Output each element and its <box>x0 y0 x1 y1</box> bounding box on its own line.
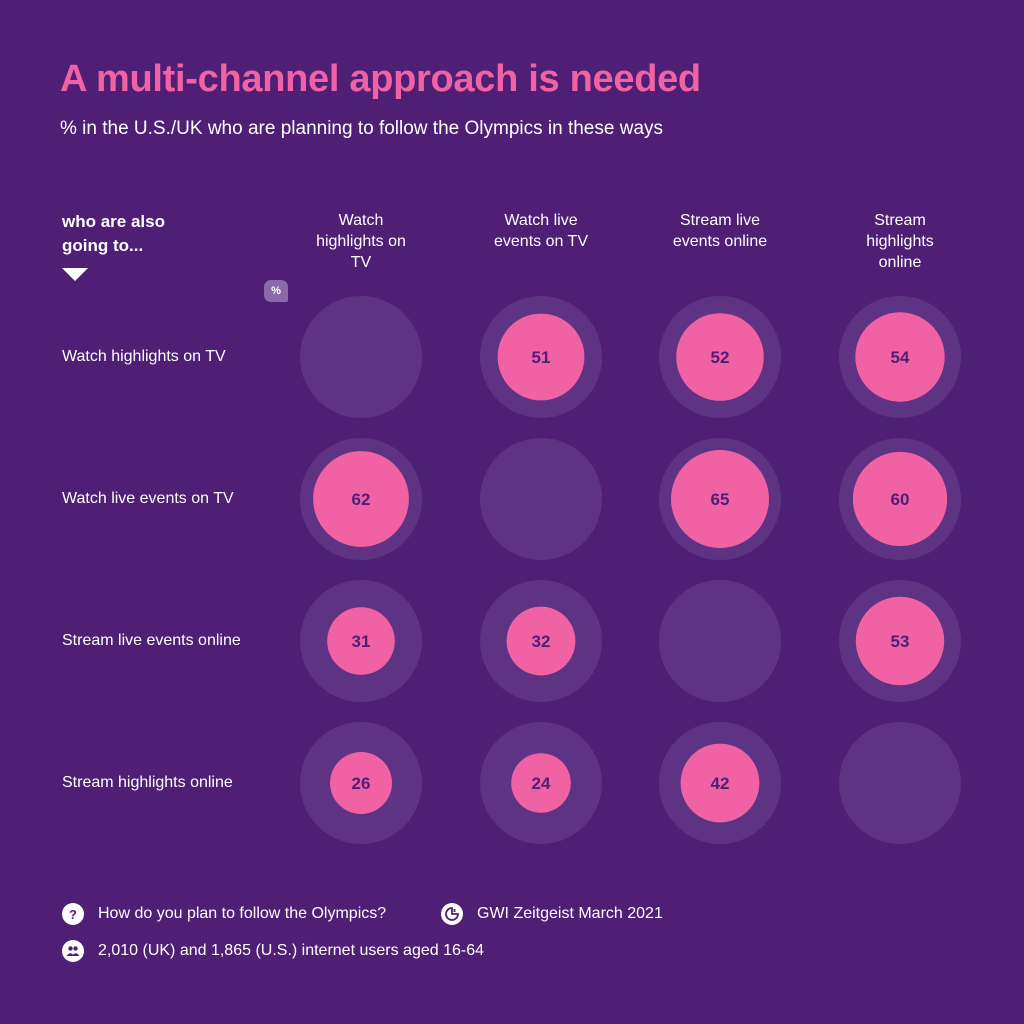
bubble <box>680 743 760 823</box>
chart-subtitle: % in the U.S./UK who are planning to fol… <box>60 118 664 139</box>
bubble <box>506 606 576 676</box>
users-icon <box>62 940 84 962</box>
bubble <box>855 596 945 686</box>
bubble <box>671 450 769 548</box>
bubble <box>852 451 948 547</box>
footer-sample: 2,010 (UK) and 1,865 (U.S.) internet use… <box>62 940 484 962</box>
column-label-4: Stream highlights online <box>866 212 934 271</box>
percent-badge-icon: % <box>264 280 288 302</box>
footer-sample-text: 2,010 (UK) and 1,865 (U.S.) internet use… <box>98 942 484 959</box>
bubble-value-label: 52 <box>711 348 730 367</box>
column-label-2: Watch live events on TV <box>494 212 588 250</box>
bubble <box>511 753 571 813</box>
bubble-track <box>659 580 781 702</box>
bubble-value-label: 65 <box>711 490 730 509</box>
bubble-track <box>839 722 961 844</box>
bubble-value-label: 62 <box>352 490 371 509</box>
row-header-text: who are also going to... <box>62 212 165 255</box>
row-label-2: Watch live events on TV <box>62 490 234 507</box>
row-label-1: Watch highlights on TV <box>62 348 226 365</box>
bubble <box>327 607 395 675</box>
footer-question-text: How do you plan to follow the Olympics? <box>98 905 387 922</box>
down-arrow-icon <box>62 268 88 281</box>
column-label-3: Stream live events online <box>672 212 768 250</box>
footer-source-text: GWI Zeitgeist March 2021 <box>477 905 663 922</box>
bubble-value-label: 31 <box>352 632 371 651</box>
bubble <box>855 312 945 402</box>
row-label-3: Stream live events online <box>62 632 241 649</box>
bubble <box>676 313 764 401</box>
row-label-4: Stream highlights online <box>62 774 233 791</box>
question-icon: ? <box>62 903 84 925</box>
bubble-track <box>300 296 422 418</box>
bubble-value-label: 60 <box>891 490 910 509</box>
bubble-value-label: 42 <box>711 774 730 793</box>
bubble-value-label: 53 <box>891 632 910 651</box>
footer-question: ? How do you plan to follow the Olympics… <box>62 903 386 925</box>
chart-title: A multi-channel approach is needed <box>60 58 701 100</box>
bubble-value-label: 54 <box>891 348 910 367</box>
row-header: who are also going to... <box>62 210 202 281</box>
gwi-logo-icon <box>441 903 463 925</box>
bubble-value-label: 26 <box>352 774 371 793</box>
footer-source: GWI Zeitgeist March 2021 <box>441 903 663 925</box>
bubble-value-label: 32 <box>532 632 551 651</box>
column-label-1: Watch highlights on TV <box>316 212 406 271</box>
bubble-value-label: 51 <box>532 348 551 367</box>
bubble <box>313 451 409 547</box>
bubble <box>497 313 585 401</box>
bubble-track <box>480 438 602 560</box>
bubble <box>330 752 392 814</box>
bubble-value-label: 24 <box>532 774 551 793</box>
